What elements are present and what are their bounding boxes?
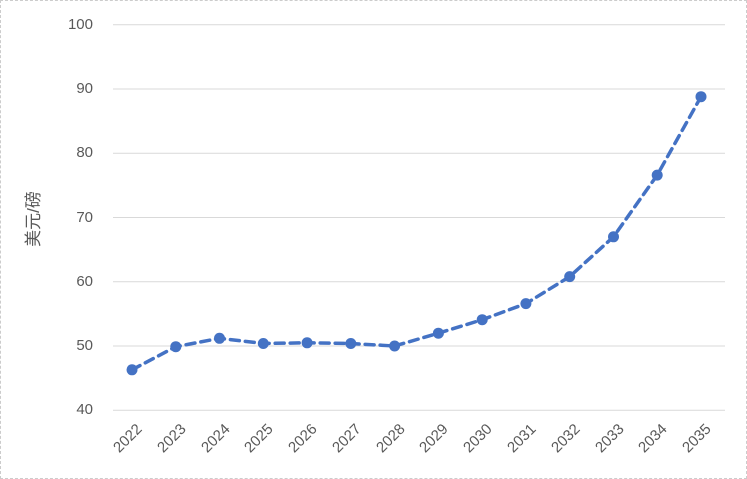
data-point-marker [432, 327, 444, 339]
data-point-marker [608, 231, 619, 243]
y-tick-label: 50 [76, 337, 93, 354]
data-point-marker [520, 298, 532, 310]
y-tick-label: 80 [76, 144, 93, 162]
data-point-marker [564, 271, 576, 283]
data-point-marker [301, 337, 313, 349]
y-tick-label: 40 [76, 401, 93, 419]
data-point-marker [126, 364, 138, 376]
data-point-marker [170, 341, 182, 353]
data-point-marker [345, 338, 357, 349]
data-point-marker [257, 338, 269, 349]
y-tick-label: 90 [76, 80, 93, 97]
series-line [130, 94, 703, 372]
y-tick-label: 100 [67, 15, 93, 33]
data-point-marker [695, 91, 707, 103]
y-tick-label: 70 [76, 208, 93, 226]
data-point-marker [476, 314, 488, 326]
data-point-marker [389, 340, 401, 352]
data-point-marker [651, 169, 663, 181]
data-point-marker [214, 332, 225, 344]
y-tick-label: 60 [76, 272, 93, 290]
